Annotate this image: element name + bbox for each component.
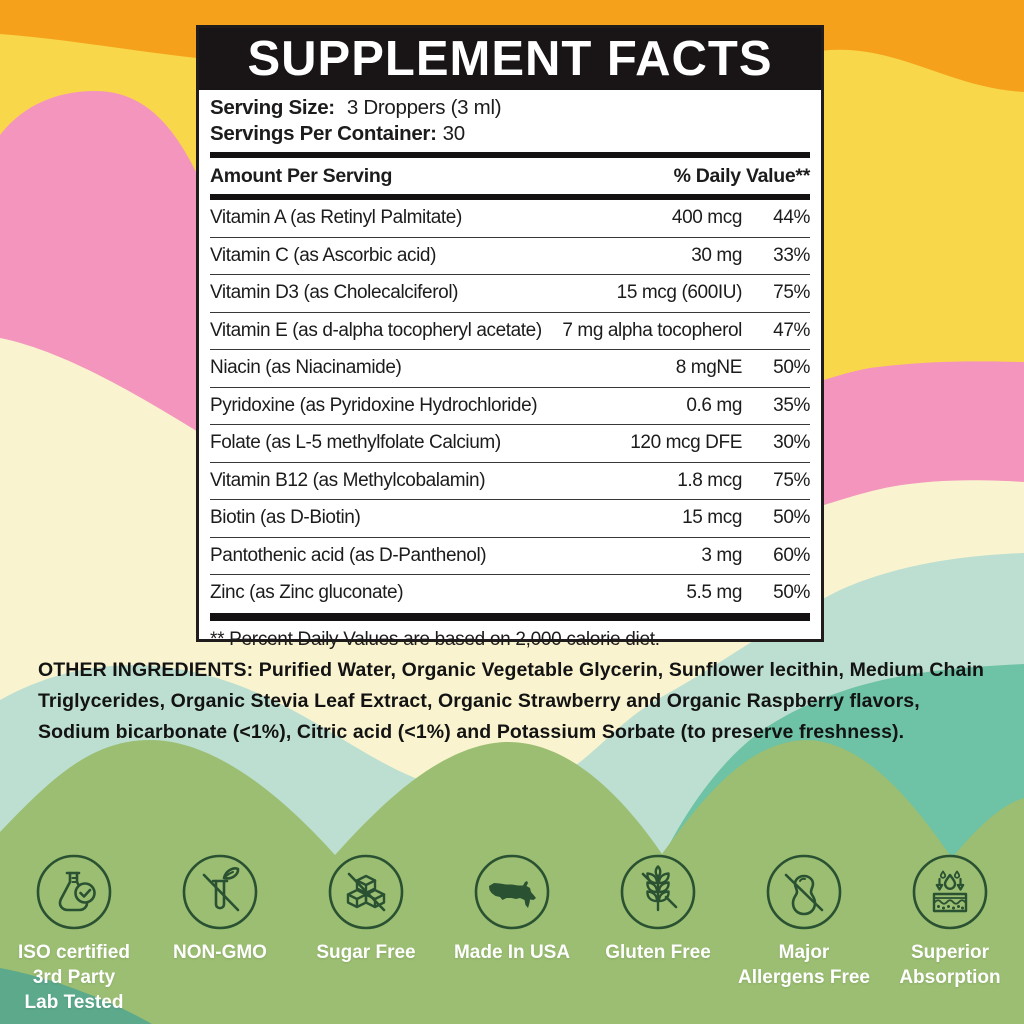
row-daily-value: 75% (773, 469, 810, 491)
row-daily-value: 60% (773, 544, 810, 566)
badge-label: Superior Absorption (899, 942, 1001, 989)
column-headers: Amount Per Serving % Daily Value** (210, 158, 810, 194)
supplement-facts-panel: SUPPLEMENT FACTS Serving Size: 3 Droppers… (196, 25, 824, 650)
row-amount: 7 mg alpha tocopherol (562, 319, 742, 341)
serving-size-label: Serving Size: (210, 96, 335, 119)
other-ingredients-text: Purified Water, Organic Vegetable Glycer… (38, 659, 985, 744)
table-row: Folate (as L-5 methylfolate Calcium) 120 … (210, 424, 810, 462)
row-amount: 0.6 mg (686, 394, 742, 416)
table-row: Zinc (as Zinc gluconate) 5.5 mg 50% (210, 574, 810, 612)
row-name: Pantothenic acid (as D-Panthenol) (210, 544, 487, 566)
row-amount: 8 mgNE (675, 357, 743, 379)
badge-gluten-free: Gluten Free (585, 852, 731, 1015)
badge-allergens-free: Major Allergens Free (731, 852, 877, 1015)
table-row: Pantothenic acid (as D-Panthenol) 3 mg 60% (210, 536, 810, 575)
row-amount: 1.8 mcg (677, 469, 742, 491)
servings-value: 30 (442, 122, 466, 145)
badge-label: Sugar Free (316, 942, 416, 963)
row-name: Pyridoxine (as Pyridoxine Hydrochloride) (210, 394, 538, 416)
row-name: Vitamin E (as d-alpha tocopheryl acetate… (210, 319, 542, 341)
divider-bar (210, 194, 810, 200)
row-name: Biotin (as D-Biotin) (210, 507, 361, 529)
table-row: Vitamin A (as Retinyl Palmitate) 400 mcg 4… (210, 200, 810, 237)
row-daily-value: 47% (773, 319, 810, 341)
badge-label: NON-GMO (173, 942, 267, 963)
badge-label: ISO certified 3rd Party Lab Tested (18, 942, 130, 1014)
row-name: Niacin (as Niacinamide) (210, 357, 402, 379)
badge-label: Made In USA (453, 942, 571, 963)
row-daily-value: 33% (773, 244, 810, 266)
row-daily-value: 50% (773, 582, 810, 604)
row-name: Vitamin A (as Retinyl Palmitate) (210, 207, 462, 229)
row-name: Vitamin D3 (as Cholecalciferol) (210, 282, 459, 304)
row-daily-value: 35% (773, 394, 810, 416)
column-header-daily-value: % Daily Value** (673, 165, 811, 187)
row-amount: 15 mcg (600IU) (616, 282, 743, 304)
table-row: Biotin (as D-Biotin) 15 mcg 50% (210, 499, 810, 537)
daily-value-footnote: ** Percent Daily Values are based on 2,0… (210, 628, 660, 650)
row-amount: 120 mcg DFE (630, 432, 742, 454)
panel-title: SUPPLEMENT FACTS (199, 28, 821, 90)
badge-non-gmo: NON-GMO (147, 852, 293, 1015)
other-ingredients-label: OTHER INGREDIENTS: (38, 659, 254, 681)
other-ingredients: OTHER INGREDIENTS: Purified Water, Organ… (38, 655, 990, 749)
allergens-free-icon (766, 854, 842, 930)
row-daily-value: 75% (773, 282, 810, 304)
row-name: Vitamin B12 (as Methylcobalamin) (210, 469, 486, 491)
serving-size-line: Serving Size: 3 Droppers (3 ml) (210, 95, 810, 121)
table-row: Vitamin E (as d-alpha tocopheryl acetate… (210, 311, 810, 350)
serving-size-value: 3 Droppers (3 ml) (346, 96, 502, 119)
table-row: Vitamin B12 (as Methylcobalamin) 1.8 mcg 7… (210, 461, 810, 500)
certification-badges: ISO certified 3rd Party Lab Tested NON-G… (0, 852, 1024, 1015)
badge-iso-certified: ISO certified 3rd Party Lab Tested (1, 852, 147, 1015)
row-amount: 15 mcg (682, 507, 742, 529)
row-daily-value: 44% (773, 207, 810, 229)
usa-map-icon (474, 854, 550, 930)
servings-label: Servings Per Container: (210, 122, 437, 145)
badge-label: Major Allergens Free (738, 942, 870, 989)
row-daily-value: 50% (773, 357, 810, 379)
table-row: Niacin (as Niacinamide) 8 mgNE 50% (210, 349, 810, 387)
row-name: Folate (as L-5 methylfolate Calcium) (210, 432, 501, 454)
table-row: Vitamin D3 (as Cholecalciferol) 15 mcg (6… (210, 274, 810, 312)
row-name: Vitamin C (as Ascorbic acid) (210, 244, 437, 266)
row-amount: 400 mcg (671, 207, 742, 229)
panel-body: Serving Size: 3 Droppers (3 ml) Servings … (199, 90, 821, 651)
sugar-free-icon (328, 854, 404, 930)
row-amount: 5.5 mg (686, 582, 742, 604)
table-row: Vitamin C (as Ascorbic acid) 30 mg 33% (210, 236, 810, 275)
row-name: Zinc (as Zinc gluconate) (210, 582, 404, 604)
row-daily-value: 30% (773, 432, 810, 454)
absorption-icon (912, 854, 988, 930)
row-amount: 3 mg (701, 544, 742, 566)
divider-bar (210, 152, 810, 158)
servings-per-container-line: Servings Per Container: 30 (210, 121, 810, 147)
badge-label: Gluten Free (605, 942, 711, 963)
table-row: Pyridoxine (as Pyridoxine Hydrochloride)… (210, 386, 810, 425)
divider-bar-thick (210, 612, 810, 621)
badge-made-in-usa: Made In USA (439, 852, 585, 1015)
gluten-free-icon (620, 854, 696, 930)
column-header-amount: Amount Per Serving (210, 165, 393, 187)
row-daily-value: 50% (773, 507, 810, 529)
row-amount: 30 mg (691, 244, 742, 266)
badge-sugar-free: Sugar Free (293, 852, 439, 1015)
non-gmo-icon (182, 854, 258, 930)
badge-superior-absorption: Superior Absorption (877, 852, 1023, 1015)
lab-flask-check-icon (36, 854, 112, 930)
